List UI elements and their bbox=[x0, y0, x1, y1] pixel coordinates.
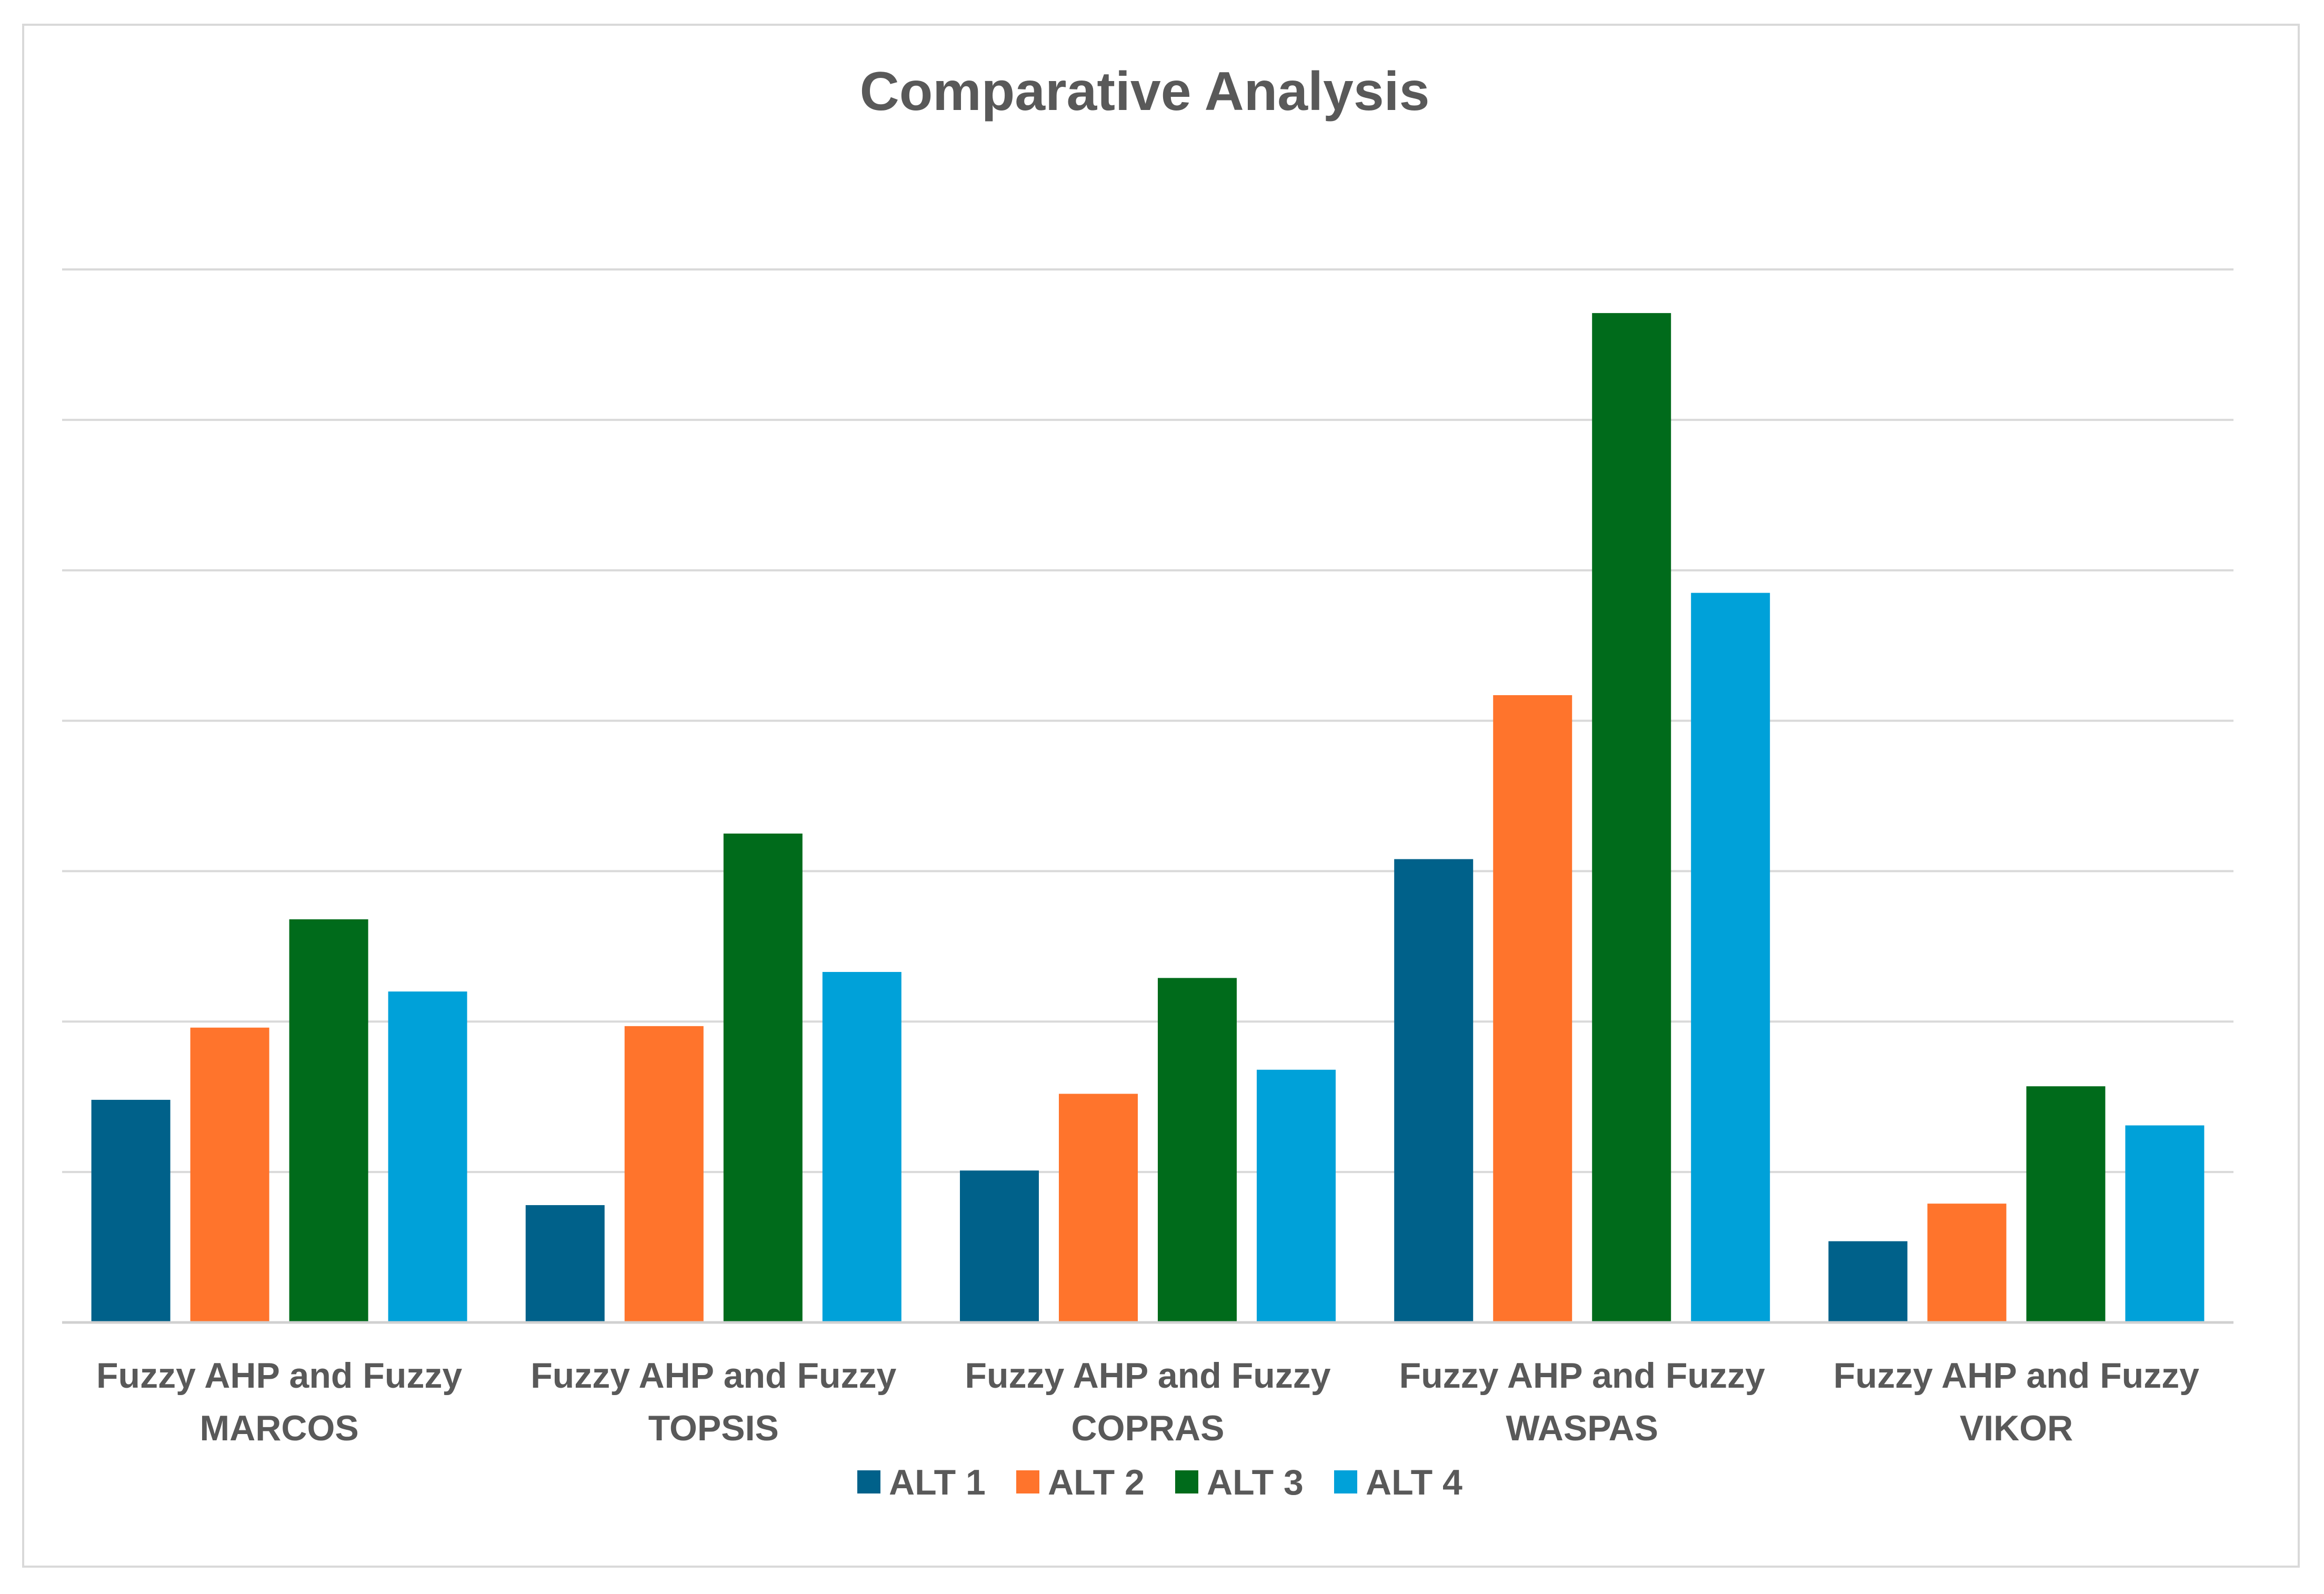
legend-label-alt3: ALT 3 bbox=[1207, 1462, 1304, 1502]
bar-alt1-copras bbox=[960, 1170, 1039, 1322]
bar-alt3-waspas bbox=[1592, 313, 1671, 1322]
legend-label-alt1: ALT 1 bbox=[889, 1462, 986, 1502]
category-label-4-line-2: WASPAS bbox=[1506, 1408, 1658, 1448]
category-label-3-line-1: Fuzzy AHP and Fuzzy bbox=[965, 1356, 1330, 1396]
legend-swatch-alt1 bbox=[857, 1470, 880, 1493]
category-label-2-line-1: Fuzzy AHP and Fuzzy bbox=[530, 1356, 896, 1396]
bar-alt4-vikor bbox=[2125, 1125, 2205, 1322]
category-labels: Fuzzy AHP and Fuzzy MARCOS Fuzzy AHP and F… bbox=[96, 1356, 2199, 1448]
bar-alt2-copras bbox=[1059, 1094, 1138, 1322]
bar-alt1-marcos bbox=[91, 1099, 171, 1322]
category-label-1-line-2: MARCOS bbox=[199, 1408, 358, 1448]
bar-alt2-vikor bbox=[1927, 1204, 2007, 1322]
bar-alt3-topsis bbox=[723, 833, 803, 1322]
bar-alt3-vikor bbox=[2026, 1086, 2106, 1322]
bar-alt3-copras bbox=[1158, 978, 1237, 1322]
category-label-1-line-1: Fuzzy AHP and Fuzzy bbox=[96, 1356, 462, 1396]
category-label-5-line-2: VIKOR bbox=[1960, 1408, 2073, 1448]
gridlines bbox=[62, 268, 2233, 1174]
legend-swatch-alt2 bbox=[1016, 1470, 1039, 1493]
bars bbox=[91, 313, 2205, 1322]
bar-alt4-copras bbox=[1257, 1069, 1336, 1322]
bar-alt4-topsis bbox=[822, 971, 901, 1322]
bar-alt1-waspas bbox=[1394, 859, 1474, 1322]
legend-label-alt2: ALT 2 bbox=[1048, 1462, 1145, 1502]
category-label-2-line-2: TOPSIS bbox=[648, 1408, 779, 1448]
chart-title: Comparative Analysis bbox=[860, 61, 1430, 122]
legend-label-alt4: ALT 4 bbox=[1366, 1462, 1462, 1502]
bar-alt4-marcos bbox=[388, 991, 467, 1322]
legend-swatch-alt4 bbox=[1334, 1470, 1357, 1493]
bar-alt2-topsis bbox=[624, 1026, 704, 1322]
bar-alt3-marcos bbox=[289, 919, 368, 1322]
legend: ALT 1 ALT 2 ALT 3 ALT 4 bbox=[857, 1462, 1462, 1502]
chart-frame: Comparative Analysis Fuzzy AHP and Fuzzy… bbox=[22, 24, 2300, 1568]
bar-alt4-waspas bbox=[1691, 593, 1770, 1322]
category-label-3-line-2: COPRAS bbox=[1071, 1408, 1225, 1448]
category-label-4-line-1: Fuzzy AHP and Fuzzy bbox=[1399, 1356, 1765, 1396]
bar-alt2-waspas bbox=[1493, 695, 1572, 1322]
bar-alt1-vikor bbox=[1828, 1241, 1908, 1322]
legend-swatch-alt3 bbox=[1175, 1470, 1198, 1493]
category-label-5-line-1: Fuzzy AHP and Fuzzy bbox=[1834, 1356, 2199, 1396]
bar-alt2-marcos bbox=[190, 1027, 269, 1322]
bar-alt1-topsis bbox=[525, 1205, 605, 1322]
chart-svg: Comparative Analysis Fuzzy AHP and Fuzzy… bbox=[62, 61, 2233, 1502]
